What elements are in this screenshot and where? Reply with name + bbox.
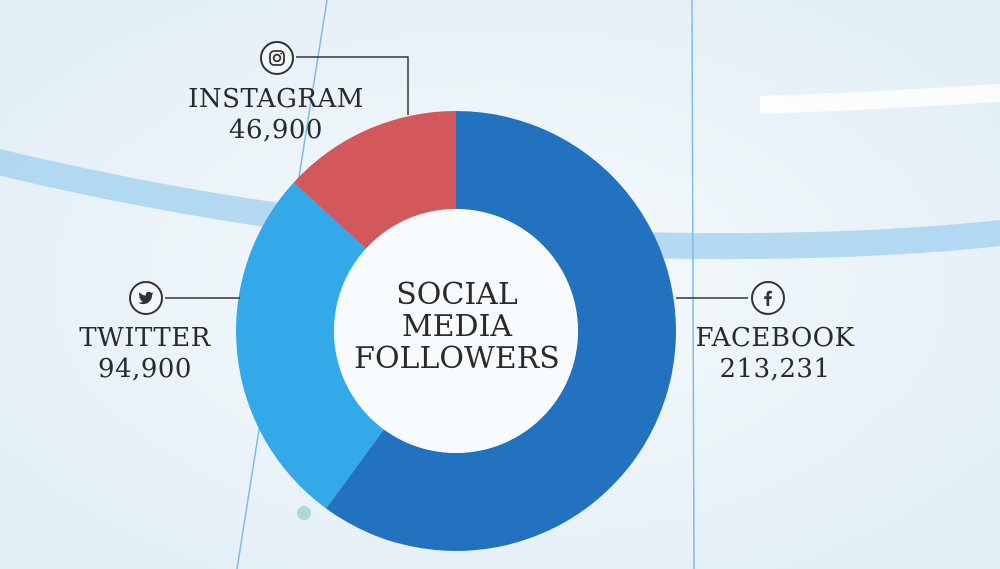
facebook-value: 213,231 bbox=[719, 354, 831, 384]
twitter-value: 94,900 bbox=[98, 354, 192, 384]
donut-slice-twitter bbox=[235, 182, 384, 509]
chart-title-line-2: MEDIA bbox=[401, 309, 513, 344]
background-line bbox=[691, 0, 695, 569]
facebook-name: FACEBOOK bbox=[695, 323, 855, 353]
twitter-label: TWITTER 94,900 bbox=[60, 323, 230, 385]
donut-hole bbox=[334, 209, 578, 453]
instagram-leader-line bbox=[296, 56, 409, 115]
instagram-label: INSTAGRAM 46,900 bbox=[186, 84, 366, 146]
chart-title: SOCIAL MEDIA FOLLOWERS bbox=[342, 279, 572, 375]
twitter-icon bbox=[129, 281, 163, 315]
donut-slice-facebook bbox=[326, 111, 676, 551]
instagram-name: INSTAGRAM bbox=[188, 84, 364, 114]
instagram-value: 46,900 bbox=[229, 115, 323, 145]
chart-title-line-3: FOLLOWERS bbox=[354, 341, 560, 376]
donut-slice-instagram bbox=[293, 111, 456, 249]
instagram-icon bbox=[260, 41, 294, 75]
background-dot bbox=[297, 506, 311, 520]
twitter-name: TWITTER bbox=[79, 323, 211, 353]
leader-lines bbox=[165, 56, 748, 299]
facebook-icon bbox=[751, 281, 785, 315]
facebook-label: FACEBOOK 213,231 bbox=[685, 323, 865, 385]
chart-title-line-1: SOCIAL bbox=[396, 277, 518, 312]
donut-slices bbox=[235, 111, 676, 551]
background-band-light bbox=[759, 83, 1000, 114]
